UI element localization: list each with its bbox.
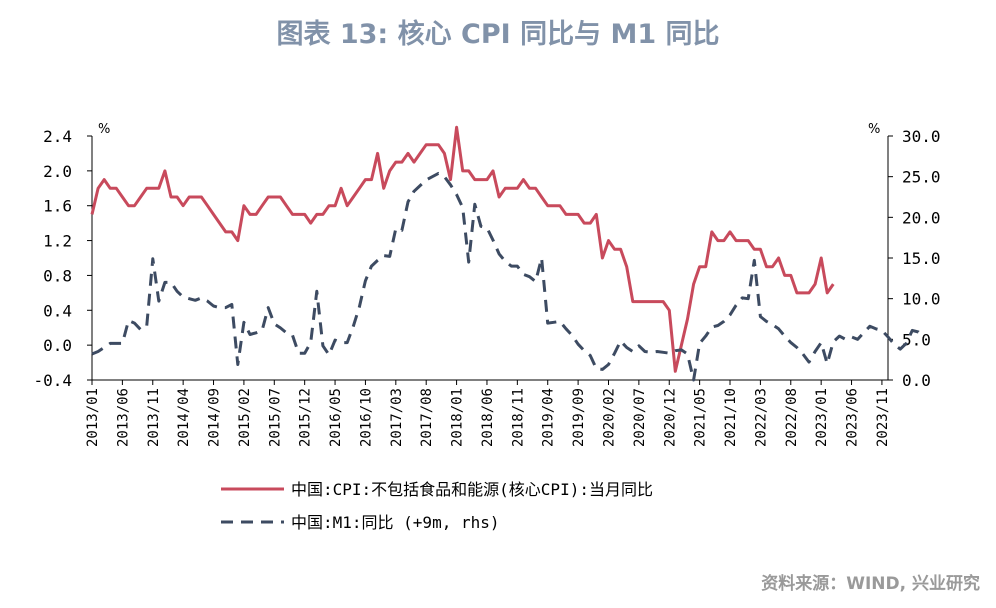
x-tick-label: 2018/11 [510,388,526,447]
x-tick-label: 2019/04 [541,388,557,447]
y-right-tick-label: 5.0 [902,330,931,349]
series-line-m1 [91,171,926,382]
x-tick-label: 2018/01 [450,388,466,447]
y-right-tick-label: 15.0 [902,249,941,268]
x-tick-label: 2016/05 [328,388,344,447]
x-tick-label: 2020/12 [662,388,678,447]
x-tick-label: 2023/01 [814,388,830,447]
y-left-tick-label: 1.6 [43,197,72,216]
x-tick-label: 2020/02 [601,388,617,447]
x-tick-label: 2014/04 [176,388,192,447]
y-left-tick-label: 0.0 [43,336,72,355]
x-tick-label: 2022/08 [784,388,800,447]
x-tick-label: 2019/09 [571,388,587,447]
y-right-tick-label: 0.0 [902,371,931,390]
source-note: 资料来源：WIND, 兴业研究 [761,574,980,594]
x-tick-label: 2013/01 [85,388,101,447]
y-left-unit: % [98,122,110,137]
plot-area [90,125,926,382]
y-left-tick-label: 1.2 [43,232,72,251]
y-right-tick-label: 20.0 [902,208,941,227]
x-tick-label: 2015/02 [237,388,253,447]
x-tick-label: 2023/06 [845,388,861,447]
x-tick-label: 2014/09 [207,388,223,447]
chart-title: 图表 13: 核心 CPI 同比与 M1 同比 [276,19,720,50]
x-tick-label: 2015/07 [267,388,283,447]
legend-label-m1: 中国:M1:同比 (+9m, rhs) [291,513,500,532]
y-right-unit: % [868,122,880,137]
y-left-tick-label: 2.0 [43,162,72,181]
y-left-tick-label: -0.4 [33,371,72,390]
axes: -0.4 0.0 0.4 0.8 1.2 1.6 2.0 2.4 % 0.0 5.0 10.0 15.0… [33,122,940,447]
x-tick-label: 2020/07 [632,388,648,447]
x-tick-label: 2013/06 [115,388,131,447]
x-tick-label: 2021/05 [693,388,709,447]
x-tick-label: 2013/11 [146,388,162,447]
series-line-cpi [90,125,835,373]
x-tick-label: 2021/10 [723,388,739,447]
x-tick-label: 2018/06 [480,388,496,447]
x-tick-label: 2016/10 [358,388,374,447]
y-right-tick-label: 25.0 [902,168,941,187]
x-tick-label: 2023/11 [875,388,891,447]
legend-label-cpi: 中国:CPI:不包括食品和能源(核心CPI):当月同比 [291,480,653,499]
y-left-tick-label: 2.4 [43,127,72,146]
x-tick-label: 2015/12 [298,388,314,447]
y-right-tick-label: 10.0 [902,290,941,309]
x-tick-label: 2017/08 [419,388,435,447]
y-left-tick-label: 0.4 [43,301,72,320]
x-tick-label: 2017/03 [389,388,405,447]
y-left-tick-label: 0.8 [43,266,72,285]
x-tick-label: 2022/03 [753,388,769,447]
y-right-tick-label: 30.0 [902,127,941,146]
